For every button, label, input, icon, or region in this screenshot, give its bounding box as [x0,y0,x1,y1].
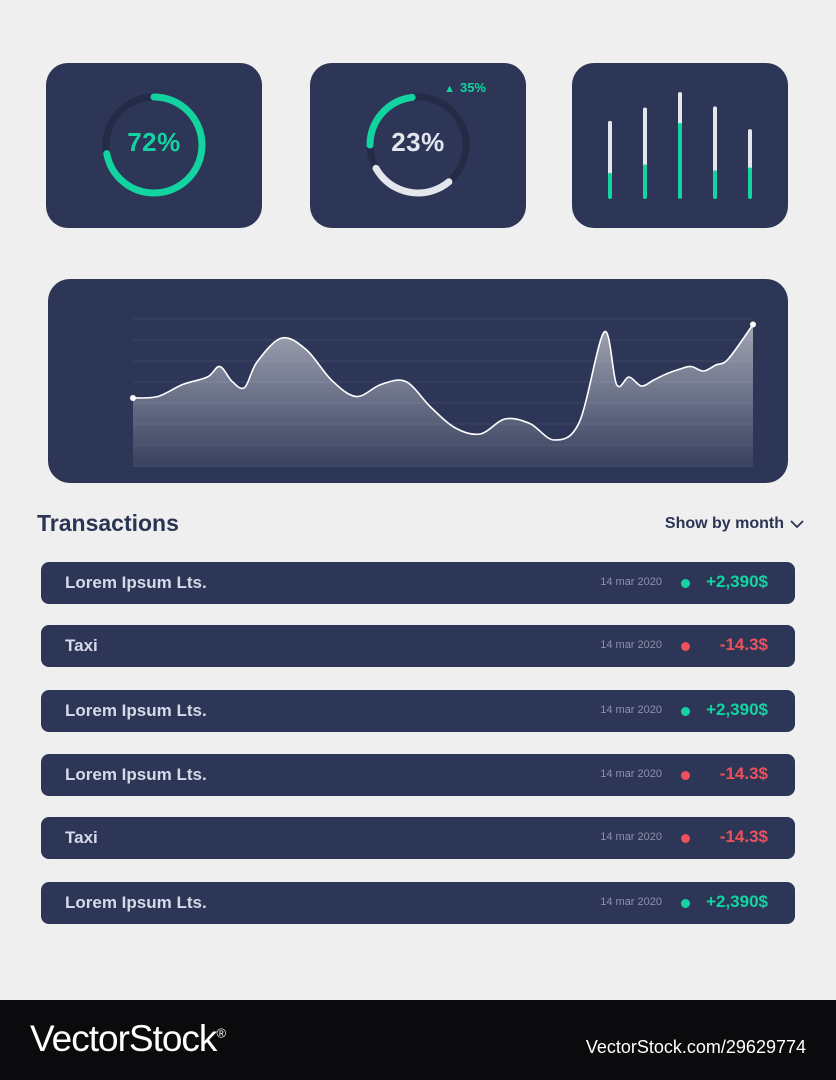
area-fill [133,324,753,467]
chevron-down-icon [790,520,804,529]
transaction-date: 14 mar 2020 [600,639,662,651]
triangle-up-icon: ▲ [444,83,455,95]
donut-chart-23 [366,93,470,197]
transaction-row[interactable]: Lorem Ipsum Lts. 14 mar 2020 +2,390$ [41,690,795,732]
delta-badge: ▲ 35% [444,80,486,95]
transactions-title: Transactions [37,510,179,536]
status-dot [681,834,690,843]
transaction-amount: +2,390$ [706,892,768,911]
status-dot [681,642,690,651]
donut1-progress [102,93,206,197]
donut2-value: 23% [391,127,445,157]
bars-card [572,63,788,228]
status-dot [681,771,690,780]
transaction-name: Lorem Ipsum Lts. [65,573,207,592]
transaction-row[interactable]: Lorem Ipsum Lts. 14 mar 2020 -14.3$ [41,754,795,796]
donut-chart-72 [102,93,206,197]
start-point [130,395,136,401]
transaction-amount: -14.3$ [719,635,768,654]
transaction-amount: +2,390$ [706,572,768,591]
transaction-amount: +2,390$ [706,700,768,719]
image-id: VectorStock.com/29629774 [585,1037,806,1057]
donut1-value: 72% [127,127,181,157]
end-point [750,321,756,328]
transaction-row[interactable]: Lorem Ipsum Lts. 14 mar 2020 +2,390$ [41,562,795,604]
transaction-name: Taxi [65,828,98,847]
transaction-row[interactable]: Lorem Ipsum Lts. 14 mar 2020 +2,390$ [41,882,795,924]
transaction-name: Taxi [65,636,98,655]
status-dot [681,707,690,716]
brand-logo: VectorStock® [30,1018,226,1060]
show-by-month-dropdown[interactable]: Show by month [665,515,804,533]
area-chart [130,318,756,467]
series-line [132,324,754,441]
mini-bar-chart [608,92,752,199]
status-dot [681,579,690,588]
area-chart-card [48,279,788,483]
transaction-name: Lorem Ipsum Lts. [65,893,207,912]
delta-value: 35% [459,80,486,95]
transaction-date: 14 mar 2020 [600,896,662,908]
transaction-amount: -14.3$ [719,827,768,846]
show-by-label: Show by month [664,515,784,532]
watermark-bar: VectorStock® VectorStock.com/29629774 [0,1000,836,1080]
donut2-secondary [366,93,470,197]
transaction-row[interactable]: Taxi 14 mar 2020 -14.3$ [41,817,795,859]
transaction-date: 14 mar 2020 [600,768,662,780]
transaction-date: 14 mar 2020 [600,704,662,716]
transaction-name: Lorem Ipsum Lts. [65,765,207,784]
status-dot [681,899,690,908]
donut2-progress [366,93,470,197]
transaction-name: Lorem Ipsum Lts. [65,701,207,720]
registered-mark: ® [216,1025,226,1041]
donut-card-23: 23% ▲ 35% [310,63,526,228]
transaction-date: 14 mar 2020 [600,576,662,588]
transaction-date: 14 mar 2020 [600,831,662,843]
donut-card-72: 72% [46,63,262,228]
transaction-row[interactable]: Taxi 14 mar 2020 -14.3$ [41,625,795,667]
brand-name: VectorStock [30,1018,217,1059]
transaction-amount: -14.3$ [719,764,768,783]
